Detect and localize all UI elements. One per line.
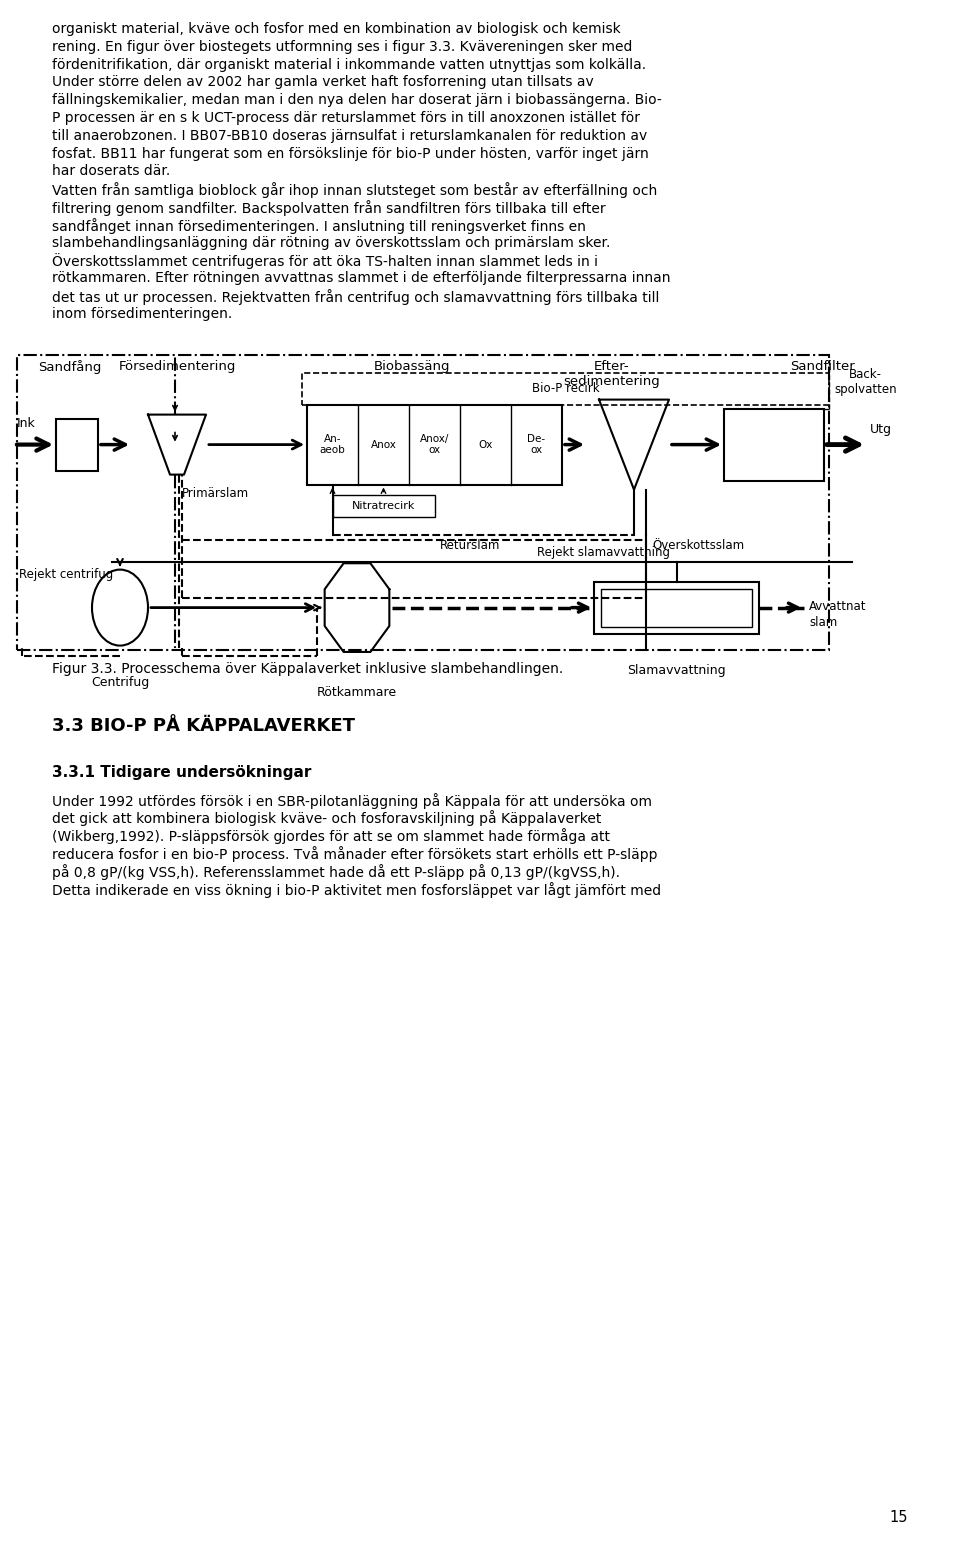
Text: Försedimentering: Försedimentering [118,360,236,372]
Text: rening. En figur över biostegets utformning ses i figur 3.3. Kvävereningen sker : rening. En figur över biostegets utformn… [52,40,633,54]
Text: Back-
spolvatten: Back- spolvatten [834,367,897,395]
Text: inom försedimenteringen.: inom försedimenteringen. [52,307,232,321]
Text: det tas ut ur processen. Rejektvatten från centrifug och slamavvattning förs til: det tas ut ur processen. Rejektvatten fr… [52,289,660,306]
Text: Rejekt centrifug: Rejekt centrifug [19,568,113,580]
Text: Avvattnat: Avvattnat [809,600,867,613]
Text: Anox: Anox [371,440,396,449]
Text: Bio-P recirk: Bio-P recirk [532,383,599,395]
Text: Efter-
sedimentering: Efter- sedimentering [564,360,660,387]
Text: fosfat. BB11 har fungerat som en försökslinje för bio-P under hösten, varför ing: fosfat. BB11 har fungerat som en försöks… [52,147,649,160]
Text: reducera fosfor i en bio-P process. Två månader efter försökets start erhölls et: reducera fosfor i en bio-P process. Två … [52,846,658,863]
Text: P processen är en s k UCT-process där returslammet förs in till anoxzonen iställ: P processen är en s k UCT-process där re… [52,111,640,125]
Text: Under 1992 utfördes försök i en SBR-pilotanläggning på Käppala för att undersöka: Under 1992 utfördes försök i en SBR-pilo… [52,793,652,809]
Text: sandfånget innan försedimenteringen. I anslutning till reningsverket finns en: sandfånget innan försedimenteringen. I a… [52,218,586,233]
Bar [302,372,829,404]
Bar [332,495,435,517]
Text: slam: slam [809,616,837,628]
Text: Överskottsslammet centrifugeras för att öka TS-halten innan slammet leds in i: Överskottsslammet centrifugeras för att … [52,253,598,270]
Text: Ox: Ox [478,440,492,449]
Bar [724,409,824,480]
Text: Under större delen av 2002 har gamla verket haft fosforrening utan tillsats av: Under större delen av 2002 har gamla ver… [52,76,593,89]
Text: Nitratrecirk: Nitratrecirk [351,500,415,511]
Text: rötkammaren. Efter rötningen avvattnas slammet i de efterföljande filterpressarn: rötkammaren. Efter rötningen avvattnas s… [52,272,670,285]
Text: slambehandlingsanläggning där rötning av överskottsslam och primärslam sker.: slambehandlingsanläggning där rötning av… [52,236,611,250]
Bar [594,582,759,634]
Text: Slamavvattning: Slamavvattning [627,663,726,676]
Text: organiskt material, kväve och fosfor med en kombination av biologisk och kemisk: organiskt material, kväve och fosfor med… [52,22,621,35]
Text: 15: 15 [890,1511,908,1524]
Text: De-
ox: De- ox [527,434,545,455]
Text: Vatten från samtliga bioblock går ihop innan slutsteget som består av efterfälln: Vatten från samtliga bioblock går ihop i… [52,182,658,198]
Text: filtrering genom sandfilter. Backspolvatten från sandfiltren förs tillbaka till : filtrering genom sandfilter. Backspolvat… [52,201,606,216]
Text: Figur 3.3. Processchema över Käppalaverket inklusive slambehandlingen.: Figur 3.3. Processchema över Käppalaverk… [52,662,564,676]
Text: till anaerobzonen. I BB07-BB10 doseras järnsulfat i returslamkanalen för redukti: till anaerobzonen. I BB07-BB10 doseras j… [52,128,647,143]
Text: på 0,8 gP/(kg VSS,h). Referensslammet hade då ett P-släpp på 0,13 gP/(kgVSS,h).: på 0,8 gP/(kg VSS,h). Referensslammet ha… [52,864,620,880]
Text: 3.3 BIO-P PÅ KÄPPALAVERKET: 3.3 BIO-P PÅ KÄPPALAVERKET [52,716,355,734]
Bar [307,404,562,485]
Text: Sandfång: Sandfång [38,360,102,373]
Text: (Wikberg,1992). P-släppsförsök gjordes för att se om slammet hade förmåga att: (Wikberg,1992). P-släppsförsök gjordes f… [52,829,610,844]
Text: Ink: Ink [17,417,36,429]
Text: Primärslam: Primärslam [182,486,250,500]
Text: Biobassäng: Biobassäng [373,360,450,372]
Text: Utg: Utg [870,423,892,435]
Bar [601,588,752,626]
Text: Överskottsslam: Överskottsslam [652,539,744,551]
Text: fällningskemikalier, medan man i den nya delen har doserat järn i biobassängerna: fällningskemikalier, medan man i den nya… [52,93,661,106]
Text: det gick att kombinera biologisk kväve- och fosforavskiljning på Käppalaverket: det gick att kombinera biologisk kväve- … [52,810,601,827]
Text: Rejekt slamavvattning: Rejekt slamavvattning [537,546,670,559]
Text: Anox/
ox: Anox/ ox [420,434,449,455]
Text: Returslam: Returslam [441,539,501,551]
Bar [17,355,829,650]
Text: fördenitrifikation, där organiskt material i inkommande vatten utnyttjas som kol: fördenitrifikation, där organiskt materi… [52,57,646,71]
Bar [56,418,98,471]
Text: Detta indikerade en viss ökning i bio-P aktivitet men fosforsläppet var lågt jäm: Detta indikerade en viss ökning i bio-P … [52,881,661,898]
Text: Sandfilter: Sandfilter [790,360,854,372]
Text: Centrifug: Centrifug [91,676,149,688]
Text: 3.3.1 Tidigare undersökningar: 3.3.1 Tidigare undersökningar [52,765,311,779]
Text: har doserats där.: har doserats där. [52,165,170,179]
Text: Rötkammare: Rötkammare [317,685,397,699]
Text: An-
aeob: An- aeob [320,434,346,455]
